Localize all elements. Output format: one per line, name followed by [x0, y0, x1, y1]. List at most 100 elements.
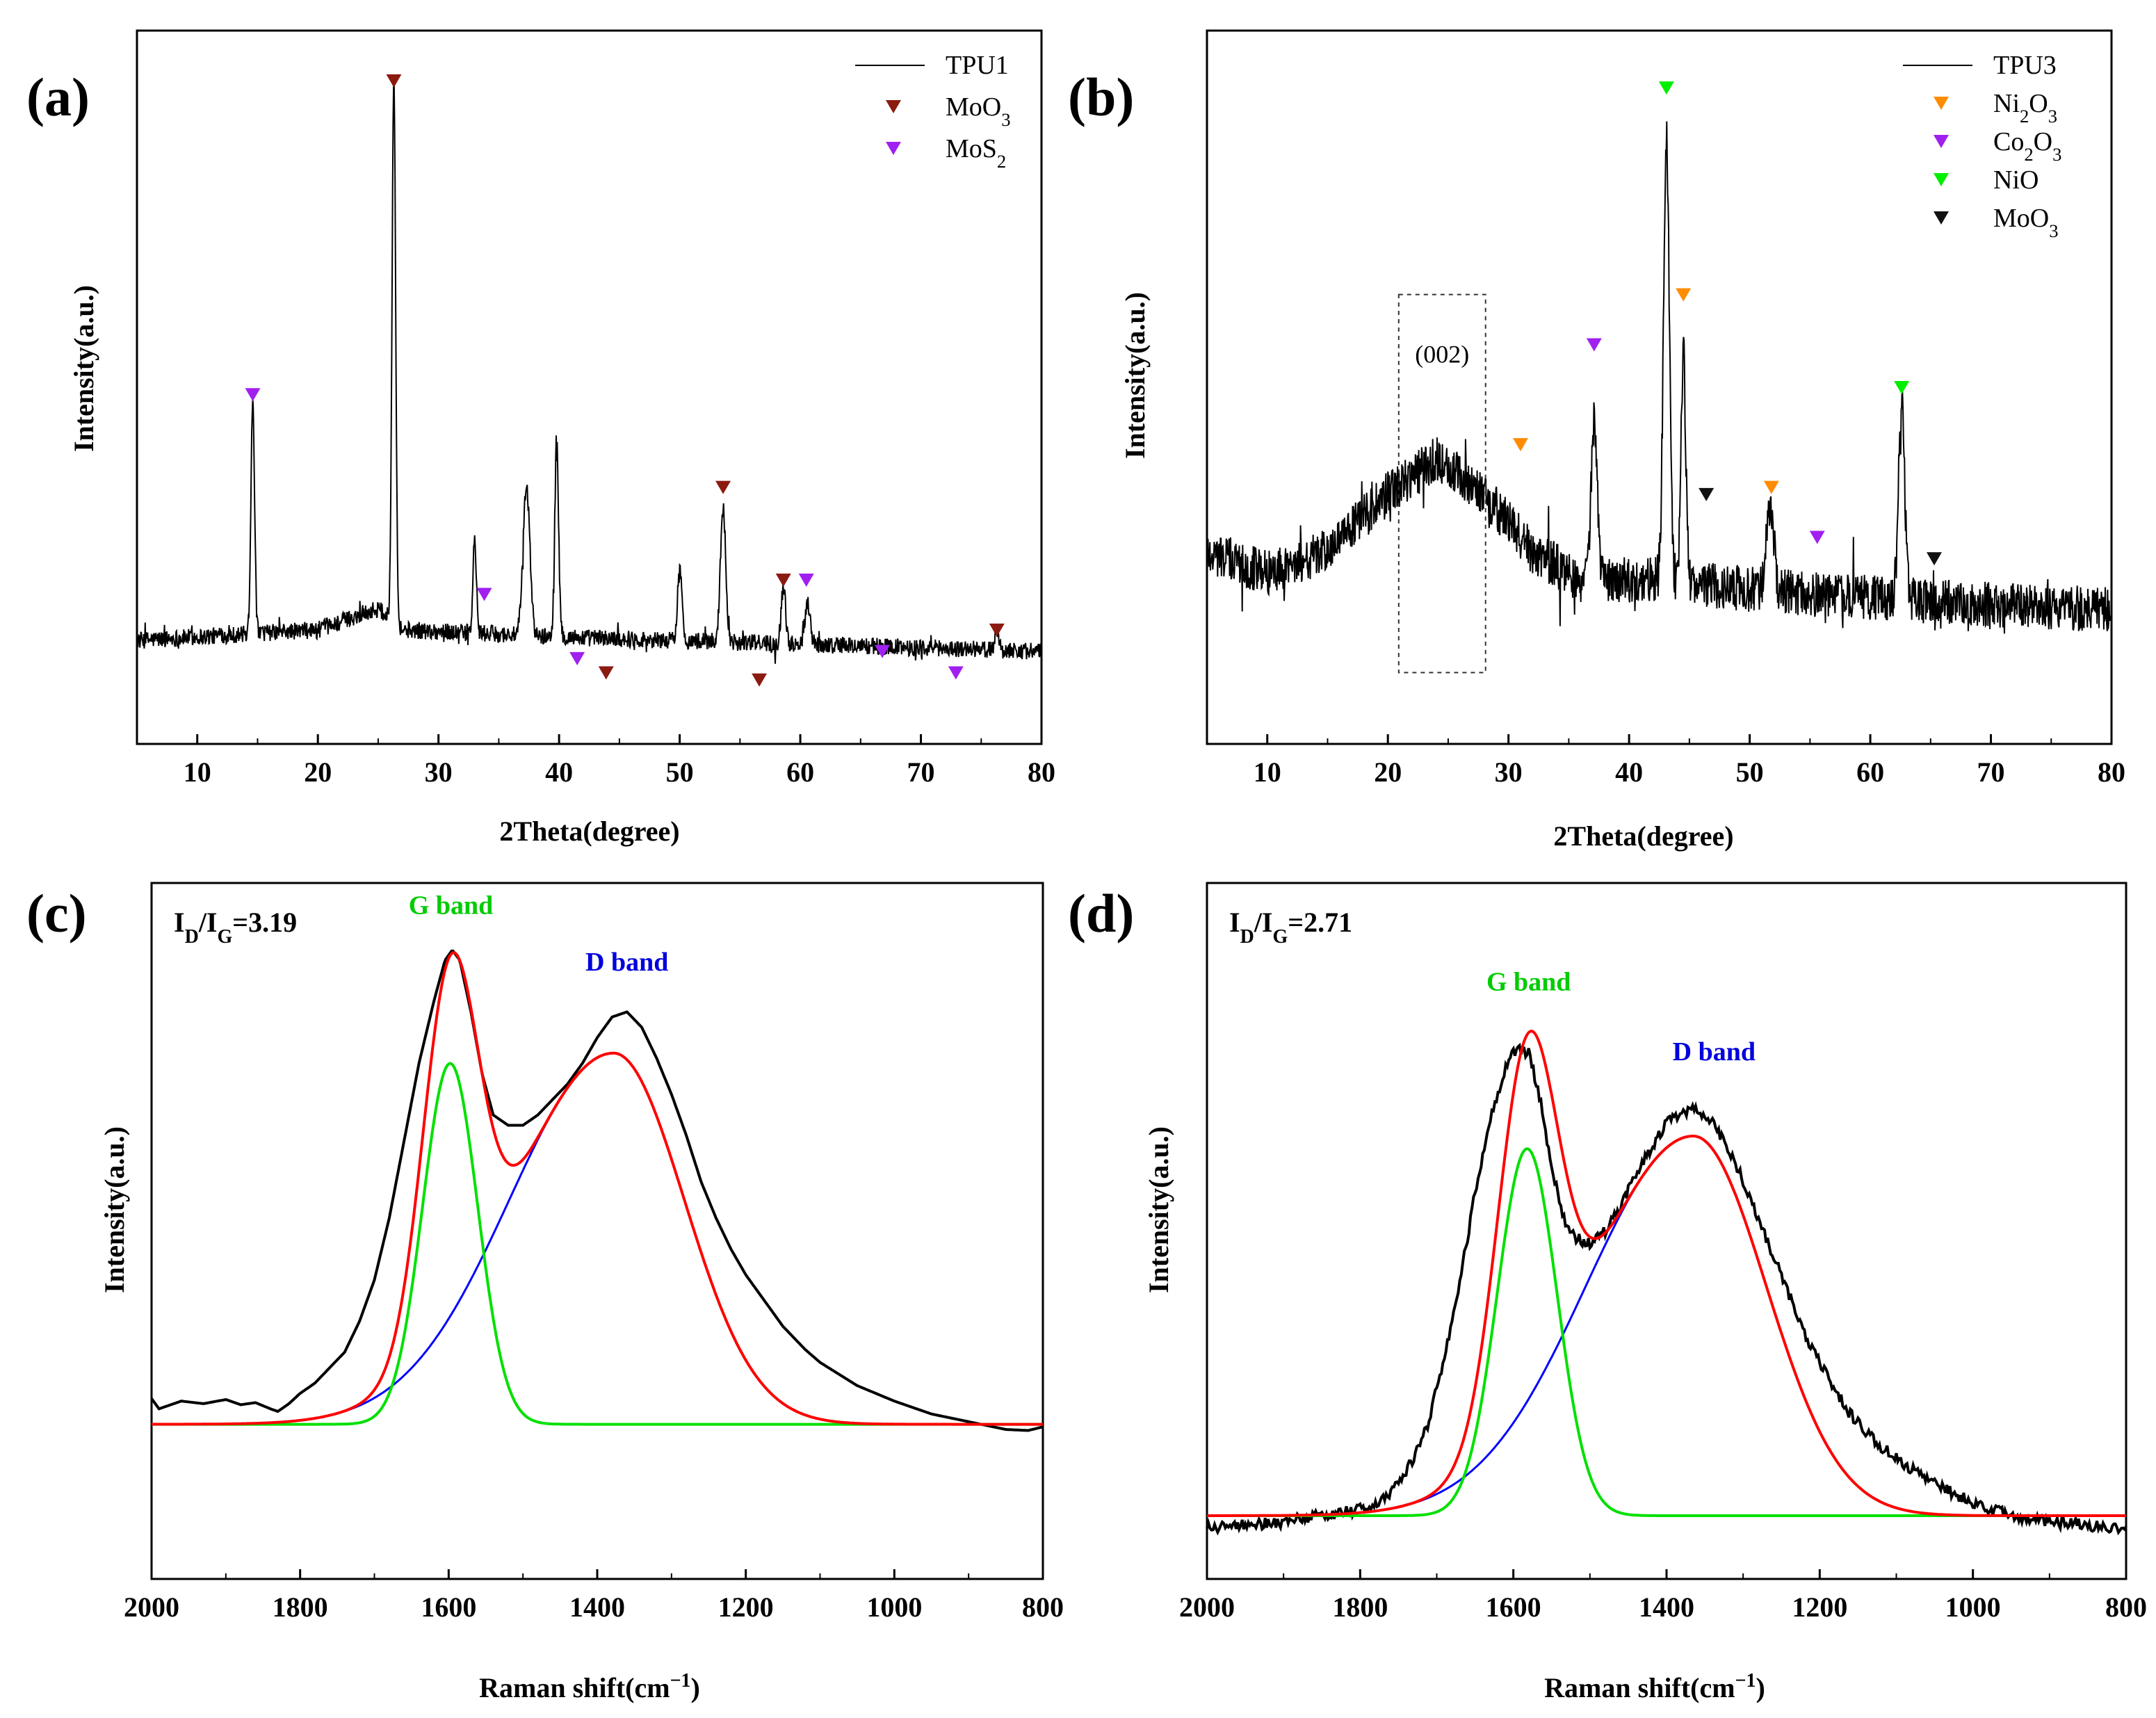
phase-marker — [1763, 480, 1779, 494]
legend-entry: Co2O3 — [1993, 127, 2061, 165]
pattern-line-tpu3 — [1206, 121, 2112, 634]
phase-marker — [569, 651, 585, 665]
phase-marker — [1658, 81, 1674, 95]
x-tick-label: 1800 — [1332, 1591, 1388, 1623]
panel-c-label: (c) — [26, 883, 87, 943]
panel-b-x-axis-title: 2Theta(degree) — [1553, 820, 1733, 852]
phase-marker — [386, 74, 402, 88]
peak-002-label: (002) — [1415, 341, 1469, 368]
x-tick-label: 2000 — [1179, 1591, 1235, 1623]
panel-c-annotations: ID/IG=3.19 G band D band — [174, 891, 668, 977]
x-tick-label: 1800 — [273, 1591, 328, 1623]
x-tick-label: 60 — [1856, 756, 1884, 788]
phase-marker — [775, 574, 791, 587]
pattern-line-tpu1 — [136, 81, 1042, 664]
panel-d-x-axis-title: Raman shift(cm−1) — [1544, 1670, 1765, 1704]
x-tick-label: 70 — [1977, 756, 2005, 788]
panel-b-xrd-chart: (b) (002) 10 20 30 40 50 60 70 80 TPU3 Ni2O3Co2O… — [1068, 29, 2125, 852]
panel-d-x-ticks: 2000 1800 1600 1400 1200 1000 800 — [1179, 1569, 2147, 1623]
x-tick-label: 80 — [2098, 756, 2125, 788]
panel-a-plot-frame — [136, 29, 1043, 745]
legend-marker-swatch — [886, 100, 901, 113]
panel-a-y-axis-title: Intensity(a.u.) — [68, 285, 99, 452]
panel-d-y-axis-title: Intensity(a.u.) — [1143, 1126, 1174, 1293]
id-ig-ratio-label: ID/IG=3.19 — [174, 907, 297, 948]
phase-marker — [989, 623, 1005, 637]
x-tick-label: 1400 — [569, 1591, 625, 1623]
panel-a-x-axis-title: 2Theta(degree) — [499, 816, 679, 847]
panel-d-plot-area — [1206, 1029, 2127, 1536]
x-tick-label: 30 — [1495, 756, 1523, 788]
legend-marker-swatch — [1934, 211, 1949, 225]
phase-marker — [1927, 552, 1943, 566]
phase-marker — [1513, 438, 1529, 452]
legend-marker-swatch — [1934, 97, 1949, 110]
x-tick-label: 1600 — [1486, 1591, 1541, 1623]
x-tick-label: 50 — [666, 756, 694, 788]
panel-b-label: (b) — [1068, 67, 1134, 127]
x-tick-label: 20 — [1374, 756, 1402, 788]
x-tick-label: 60 — [786, 756, 814, 788]
phase-marker — [1676, 288, 1692, 302]
measured-spectrum-line — [150, 949, 1044, 1432]
peak-002-dashed-box — [1397, 293, 1486, 674]
legend-entry: MoO3 — [946, 92, 1011, 130]
phase-marker — [1894, 381, 1910, 394]
x-tick-label: 1200 — [718, 1591, 774, 1623]
x-tick-label: 1400 — [1639, 1591, 1694, 1623]
panel-c-raman-chart: (c) 2000 1800 1600 1400 1200 1000 800 ID/IG=3.… — [26, 882, 1064, 1704]
phase-marker — [598, 666, 614, 680]
x-tick-label: 40 — [545, 756, 573, 788]
panel-a-label: (a) — [26, 67, 90, 127]
id-ig-ratio-label: ID/IG=2.71 — [1229, 907, 1352, 948]
legend-entry: MoS2 — [946, 134, 1006, 172]
x-tick-label: 80 — [1028, 756, 1055, 788]
panel-b-y-axis-title: Intensity(a.u.) — [1119, 292, 1151, 459]
panel-d-label: (d) — [1068, 883, 1134, 943]
cumulative-fit-line — [152, 951, 1043, 1426]
panel-c-x-ticks: 2000 1800 1600 1400 1200 1000 800 — [124, 1569, 1064, 1623]
panel-a-xrd-chart: (a) 10 20 30 40 50 60 70 80 TPU1 MoO3 MoS2 2Theta… — [26, 29, 1055, 847]
x-tick-label: 20 — [304, 756, 332, 788]
x-tick-label: 800 — [1022, 1591, 1064, 1623]
panel-b-plot-area — [1206, 81, 2112, 634]
panel-d-raman-chart: (d) 2000 1800 1600 1400 1200 1000 800 ID/IG=2.… — [1068, 882, 2147, 1704]
phase-marker — [798, 574, 814, 587]
measured-spectrum-line — [1206, 1042, 2127, 1536]
phase-marker — [875, 645, 891, 658]
phase-marker — [1809, 530, 1825, 544]
panel-c-y-axis-title: Intensity(a.u.) — [99, 1126, 130, 1293]
g-band-label: G band — [409, 891, 493, 920]
phase-marker — [1586, 338, 1602, 352]
legend-entry: Ni2O3 — [1993, 89, 2057, 127]
x-tick-label: 50 — [1736, 756, 1764, 788]
legend-marker-swatch — [886, 142, 901, 155]
panel-a-plot-area — [136, 74, 1042, 687]
panel-c-plot-area — [150, 949, 1044, 1432]
legend-entry: NiO — [1993, 165, 2039, 195]
x-tick-label: 40 — [1615, 756, 1643, 788]
g-band-label: G band — [1486, 968, 1571, 997]
panel-b-002-region: (002) — [1397, 293, 1486, 674]
cumulative-fit-line — [1207, 1029, 2126, 1517]
panel-d-annotations: ID/IG=2.71 G band D band — [1229, 907, 1756, 1067]
x-tick-label: 1000 — [1945, 1591, 2001, 1623]
panel-b-x-ticks: 10 20 30 40 50 60 70 80 — [1254, 734, 2125, 788]
legend-entry: MoO3 — [1993, 204, 2059, 241]
x-tick-label: 30 — [425, 756, 453, 788]
x-tick-label: 1200 — [1792, 1591, 1847, 1623]
panel-b-plot-frame — [1206, 29, 2113, 745]
panel-c-x-axis-title: Raman shift(cm−1) — [479, 1670, 700, 1704]
x-tick-label: 1600 — [421, 1591, 476, 1623]
phase-marker — [715, 480, 731, 494]
x-tick-label: 70 — [907, 756, 935, 788]
legend-marker-swatch — [1934, 173, 1949, 186]
d-band-label: D band — [585, 948, 668, 977]
legend-entry-tpu1: TPU1 — [946, 51, 1009, 80]
legend-marker-swatch — [1934, 135, 1949, 148]
x-tick-label: 800 — [2105, 1591, 2147, 1623]
x-tick-label: 10 — [1254, 756, 1281, 788]
phase-marker — [1699, 487, 1715, 501]
